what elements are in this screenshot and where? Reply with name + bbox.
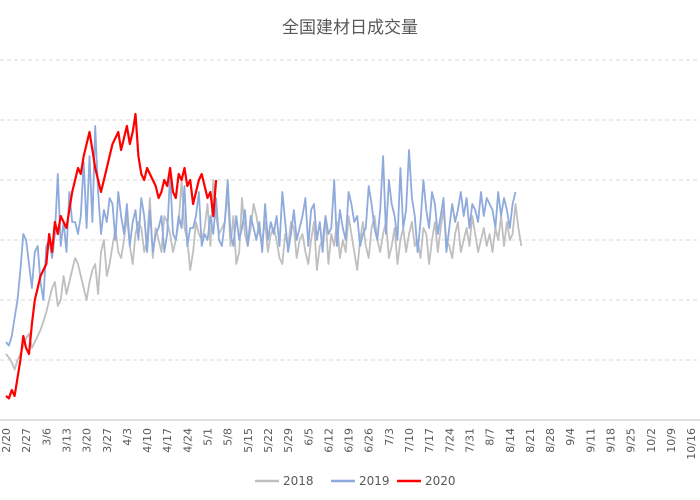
x-tick-label: 9/25: [625, 428, 638, 453]
legend: 2018 2019 2020: [255, 474, 456, 488]
x-tick-label: 8/7: [484, 428, 497, 446]
x-tick-label: 4/10: [141, 428, 154, 453]
x-tick-label: 8/28: [544, 428, 557, 453]
grid-lines: [0, 59, 700, 421]
x-axis-tick-labels: 2/20 2/27 3/6 3/13 3/20 3/27 4/3 4/10 4/17 4/24 5/…: [0, 428, 698, 460]
x-tick-label: 8/14: [504, 428, 517, 453]
x-tick-label: 7/31: [463, 428, 476, 453]
x-tick-label: 2/20: [0, 428, 13, 453]
x-tick-label: 6/12: [322, 428, 335, 453]
x-tick-label: 3/6: [40, 428, 53, 446]
x-tick-label: 5/29: [282, 428, 295, 453]
x-tick-label: 5/15: [242, 428, 255, 453]
x-tick-label: 4/17: [161, 428, 174, 453]
x-tick-label: 7/24: [443, 428, 456, 453]
x-tick-label: 7/10: [403, 428, 416, 453]
x-tick-label: 4/3: [121, 428, 134, 446]
x-tick-label: 10/9: [665, 428, 678, 453]
legend-label-2020: 2020: [425, 474, 456, 488]
series-line-2020: [5, 112, 218, 400]
x-tick-label: 5/22: [262, 428, 275, 453]
x-tick-label: 9/18: [605, 428, 618, 453]
chart-title: 全国建材日成交量: [282, 18, 418, 38]
x-tick-label: 3/13: [60, 428, 73, 453]
x-tick-label: 7/17: [423, 428, 436, 453]
x-tick-label: 5/8: [222, 428, 235, 446]
x-tick-label: 9/4: [564, 428, 577, 446]
x-tick-label: 7/3: [383, 428, 396, 446]
x-tick-label: 6/5: [302, 428, 315, 446]
x-tick-label: 3/20: [81, 428, 94, 453]
x-tick-label: 10/16: [685, 428, 698, 460]
x-tick-label: 2/27: [20, 428, 33, 453]
x-tick-label: 9/11: [584, 428, 597, 453]
series-line-2019: [5, 125, 517, 347]
legend-label-2018: 2018: [283, 474, 314, 488]
x-tick-label: 6/19: [343, 428, 356, 453]
x-tick-label: 3/27: [101, 428, 114, 453]
series-lines: [5, 112, 523, 400]
x-tick-label: 4/24: [181, 428, 194, 453]
x-tick-label: 6/26: [363, 428, 376, 453]
x-tick-label: 5/1: [202, 428, 215, 446]
x-tick-label: 10/2: [645, 428, 658, 453]
x-tick-label: 8/21: [524, 428, 537, 453]
legend-label-2019: 2019: [359, 474, 390, 488]
